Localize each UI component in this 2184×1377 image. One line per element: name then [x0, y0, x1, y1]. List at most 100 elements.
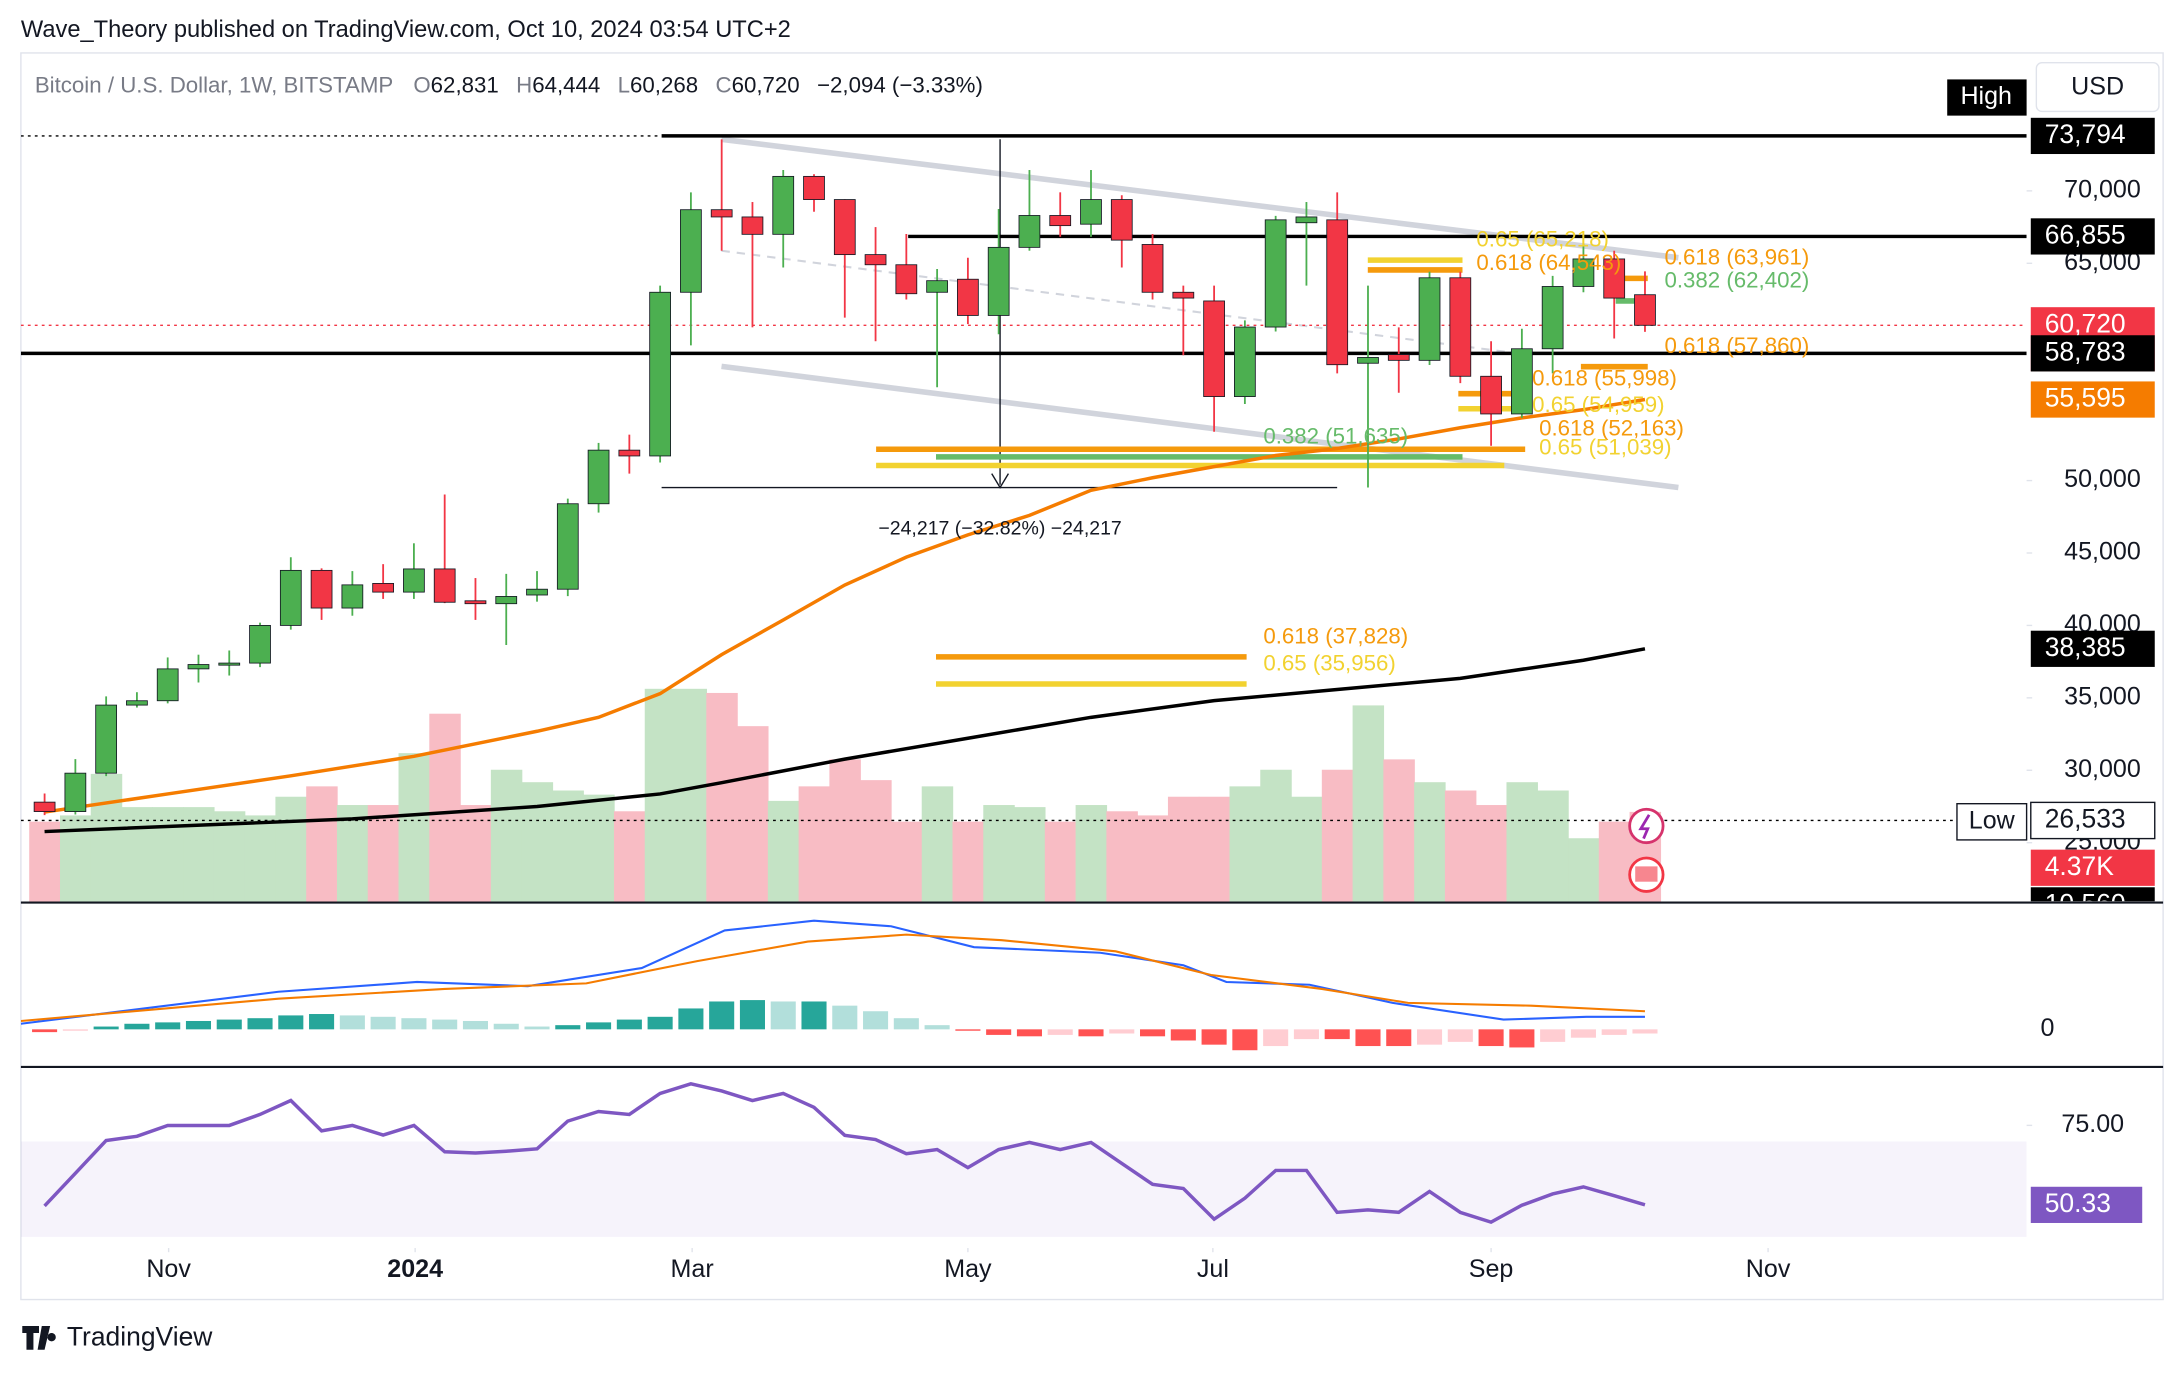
- candle-body: [1418, 277, 1441, 361]
- macd-bar: [801, 1001, 827, 1030]
- x-tick-label: Sep: [1469, 1255, 1514, 1283]
- rsi-tick-label: 75.00: [2061, 1110, 2124, 1138]
- candle-body: [1541, 286, 1564, 350]
- candle-body: [1049, 215, 1072, 227]
- candle-body: [33, 801, 56, 812]
- ohlc-value: 62,831: [431, 72, 499, 97]
- macd-bar: [278, 1015, 304, 1030]
- footer: TradingView: [22, 1322, 213, 1352]
- price-tag: [2030, 381, 2155, 418]
- fib-label: 0.618 (52,163): [1539, 416, 1684, 441]
- volume-bar: [244, 815, 277, 903]
- candle-body: [1141, 244, 1164, 293]
- rsi-band: [20, 1141, 2027, 1237]
- volume-bar: [1414, 782, 1446, 903]
- price-tag-label: 55,595: [2045, 383, 2126, 413]
- event-icon[interactable]: [1628, 807, 1665, 845]
- macd-line: [20, 919, 1645, 1025]
- candle-body: [833, 199, 856, 256]
- fib-label: 0.618 (64,543): [1476, 250, 1621, 275]
- ohlc-key: C: [715, 72, 731, 97]
- volume-bar: [613, 811, 646, 903]
- candle-body: [64, 772, 87, 812]
- volume-bar: [829, 759, 861, 903]
- candle-body: [864, 254, 887, 266]
- macd-bar: [339, 1015, 365, 1030]
- currency-button[interactable]: [2035, 61, 2160, 113]
- volume-bar: [460, 805, 492, 903]
- macd-bar: [1540, 1029, 1566, 1042]
- macd-bar: [1140, 1029, 1166, 1037]
- volume-bar: [1044, 821, 1077, 903]
- volume-bar: [552, 790, 584, 903]
- candle-body: [372, 582, 394, 593]
- fib-label: 0.65 (35,956): [1263, 650, 1395, 675]
- ohlc-key: H: [516, 72, 532, 97]
- volume-bar: [1352, 705, 1385, 903]
- volume-bar: [306, 786, 338, 903]
- macd-bar: [1632, 1029, 1658, 1034]
- macd-bar: [185, 1020, 212, 1030]
- volume-bar: [767, 800, 800, 903]
- volume-tag-label: 4.37K: [2045, 851, 2114, 881]
- candle-body: [926, 280, 948, 293]
- volume-bar: [336, 805, 369, 903]
- price-tag-label: 26,533: [2045, 803, 2126, 833]
- volume-bar: [213, 811, 246, 903]
- price-tag: [2030, 801, 2156, 840]
- x-tick-label: Nov: [146, 1255, 191, 1283]
- macd-bar: [216, 1019, 242, 1030]
- candle-body: [249, 625, 271, 664]
- candle-body: [556, 503, 579, 590]
- macd-bar: [893, 1018, 919, 1030]
- price-tag: [2030, 117, 2155, 155]
- volume-bar: [1167, 796, 1200, 903]
- volume-bar: [952, 821, 984, 903]
- currency[interactable]: USD: [2071, 72, 2124, 100]
- candle-body: [1234, 326, 1256, 397]
- candle-body: [587, 449, 610, 505]
- price-tag: [2030, 335, 2155, 372]
- fib-label: 0.618 (63,961): [1664, 245, 1809, 270]
- candle-body: [1264, 219, 1287, 328]
- high-caption: High: [1960, 82, 2012, 110]
- volume-bar: [737, 726, 769, 903]
- volume-bar: [1321, 769, 1354, 903]
- candle-body: [1511, 348, 1533, 415]
- measure-label: −24,217 (−32.82%) −24,217: [878, 517, 1121, 539]
- macd-bar: [1047, 1029, 1073, 1035]
- macd-bar: [247, 1018, 273, 1030]
- fib-label: 0.382 (51,635): [1263, 423, 1408, 448]
- rsi-tag-label: 50.33: [2045, 1188, 2111, 1218]
- volume-bar: [29, 821, 61, 903]
- candle-body: [495, 596, 518, 605]
- volume-bar: [1014, 807, 1046, 903]
- candle-body: [433, 568, 456, 603]
- volume-bar: [1537, 790, 1569, 903]
- legend: Bitcoin / U.S. Dollar, 1W, BITSTAMP O62,…: [35, 72, 983, 97]
- volume-bar: [1260, 769, 1292, 903]
- byline: Wave_Theory published on TradingView.com…: [21, 17, 791, 43]
- candle-body: [1110, 199, 1133, 241]
- macd-bar: [1355, 1029, 1381, 1047]
- y-tick-label: 30,000: [2064, 755, 2141, 783]
- macd-bar: [1509, 1029, 1535, 1048]
- macd-tick-label: 0: [2041, 1014, 2055, 1042]
- volume-bar: [798, 786, 831, 903]
- volume-bar: [675, 688, 707, 903]
- volume-bar: [1106, 811, 1138, 903]
- candle-body: [1326, 219, 1349, 366]
- macd-bar: [1447, 1029, 1473, 1042]
- macd-bar: [1386, 1029, 1412, 1047]
- candle-body: [1295, 216, 1318, 224]
- volume-bar: [706, 692, 738, 903]
- volume-ma-tag: 10,560: [2030, 887, 2155, 902]
- macd-bar: [1601, 1029, 1627, 1035]
- macd-bar: [1324, 1029, 1350, 1040]
- candle-body: [1172, 291, 1195, 299]
- candle-body: [1572, 258, 1595, 287]
- y-tick-label: 70,000: [2064, 176, 2141, 204]
- macd-bar: [1109, 1029, 1135, 1034]
- volume-tag: [2030, 849, 2155, 886]
